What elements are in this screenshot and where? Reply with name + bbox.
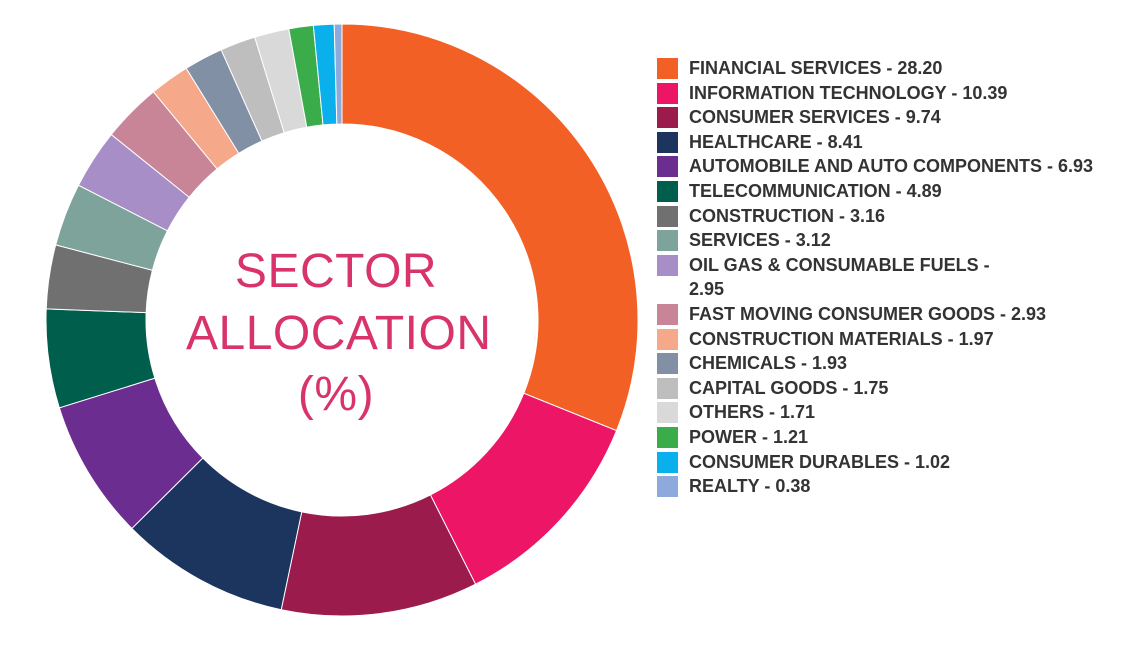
legend-item: CHEMICALS - 1.93 xyxy=(657,351,1107,376)
legend-swatch xyxy=(657,180,678,202)
legend-label: CAPITAL GOODS - 1.75 xyxy=(689,377,889,398)
legend-item: CONSUMER SERVICES - 9.74 xyxy=(657,105,1107,130)
chart-title-line-1: SECTOR xyxy=(234,245,438,298)
legend-label: INFORMATION TECHNOLOGY - 10.39 xyxy=(689,82,1008,103)
legend-label: AUTOMOBILE AND AUTO COMPONENTS - 6.93 xyxy=(689,156,1094,177)
legend-swatch xyxy=(657,131,678,153)
legend-item: OTHERS - 1.71 xyxy=(657,400,1107,425)
legend-swatch xyxy=(657,353,678,375)
legend-swatch xyxy=(657,58,678,79)
legend-label: CONSTRUCTION MATERIALS - 1.97 xyxy=(689,328,994,349)
legend-item: CONSUMER DURABLES - 1.02 xyxy=(657,450,1107,475)
legend-label: REALTY - 0.38 xyxy=(689,476,811,497)
legend-swatch xyxy=(657,377,678,399)
legend-swatch xyxy=(657,205,678,227)
legend-item: CONSTRUCTION - 3.16 xyxy=(657,204,1107,229)
legend-item: HEALTHCARE - 8.41 xyxy=(657,130,1107,155)
legend-swatch xyxy=(657,328,678,350)
chart-title-line-3: (%) xyxy=(297,368,375,421)
legend-swatch xyxy=(657,402,678,424)
legend-item: SERVICES - 3.12 xyxy=(657,228,1107,253)
legend-item: INFORMATION TECHNOLOGY - 10.39 xyxy=(657,81,1107,106)
legend-swatch xyxy=(657,156,678,178)
legend-swatch xyxy=(657,451,678,473)
legend-label: OIL GAS & CONSUMABLE FUELS - 2.95 xyxy=(689,254,990,300)
legend-label: HEALTHCARE - 8.41 xyxy=(689,131,863,152)
legend-item: FINANCIAL SERVICES - 28.20 xyxy=(657,56,1107,81)
legend-label: CONSUMER DURABLES - 1.02 xyxy=(689,451,951,472)
donut-slice-1 xyxy=(341,23,639,432)
legend-item: CAPITAL GOODS - 1.75 xyxy=(657,376,1107,401)
donut-slice-17 xyxy=(333,23,343,125)
legend-label: CHEMICALS - 1.93 xyxy=(689,353,848,374)
legend-swatch xyxy=(657,82,678,104)
donut-chart xyxy=(45,23,639,617)
legend-label: POWER - 1.21 xyxy=(689,426,809,447)
legend-label: CONSTRUCTION - 3.16 xyxy=(689,205,886,226)
legend: FINANCIAL SERVICES - 28.20 INFORMATION TE… xyxy=(657,56,1107,499)
chart-title-line-2: ALLOCATION xyxy=(186,307,492,360)
legend-item: FAST MOVING CONSUMER GOODS - 2.93 xyxy=(657,302,1049,327)
legend-swatch xyxy=(657,254,678,276)
legend-item: OIL GAS & CONSUMABLE FUELS - 2.95 xyxy=(657,253,1007,302)
legend-label: FINANCIAL SERVICES - 28.20 xyxy=(689,58,943,78)
legend-swatch xyxy=(657,230,678,252)
legend-item: REALTY - 0.38 xyxy=(657,474,1107,499)
legend-label: OTHERS - 1.71 xyxy=(689,402,816,423)
legend-swatch xyxy=(657,303,678,325)
legend-label: SERVICES - 3.12 xyxy=(689,230,831,251)
legend-swatch xyxy=(657,107,678,129)
legend-item: CONSTRUCTION MATERIALS - 1.97 xyxy=(657,327,1107,352)
legend-item: AUTOMOBILE AND AUTO COMPONENTS - 6.93 xyxy=(657,154,1099,179)
legend-label: TELECOMMUNICATION - 4.89 xyxy=(689,180,942,201)
legend-label: CONSUMER SERVICES - 9.74 xyxy=(689,107,941,128)
legend-swatch xyxy=(657,426,678,448)
legend-label: FAST MOVING CONSUMER GOODS - 2.93 xyxy=(689,303,1047,324)
legend-item: TELECOMMUNICATION - 4.89 xyxy=(657,179,1107,204)
legend-swatch xyxy=(657,476,678,498)
legend-item: POWER - 1.21 xyxy=(657,425,1107,450)
